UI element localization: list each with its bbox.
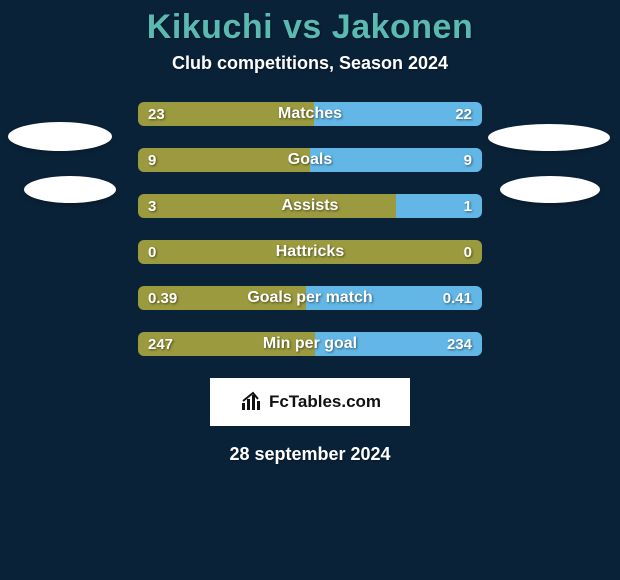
- page-title: Kikuchi vs Jakonen: [147, 8, 473, 47]
- stat-row: 2322Matches: [0, 102, 620, 126]
- date-text: 28 september 2024: [229, 444, 390, 465]
- stat-bar: 99Goals: [138, 148, 482, 172]
- logo-box: FcTables.com: [210, 378, 410, 426]
- stat-row: 31Assists: [0, 194, 620, 218]
- stat-bar-left: [138, 240, 482, 264]
- stat-row: 99Goals: [0, 148, 620, 172]
- stat-bar-left: [138, 332, 315, 356]
- stat-row: 00Hattricks: [0, 240, 620, 264]
- stat-bar-right: [396, 194, 482, 218]
- avatar-placeholder: [488, 124, 610, 151]
- stat-bar: 247234Min per goal: [138, 332, 482, 356]
- avatar-placeholder: [8, 122, 112, 151]
- logo-text: FcTables.com: [269, 392, 381, 412]
- subtitle: Club competitions, Season 2024: [172, 53, 448, 74]
- stat-bar-right: [315, 332, 482, 356]
- stat-bar: 00Hattricks: [138, 240, 482, 264]
- stat-bar-left: [138, 194, 396, 218]
- stat-bar-right: [314, 102, 482, 126]
- stat-row: 247234Min per goal: [0, 332, 620, 356]
- stat-bar-right: [306, 286, 482, 310]
- comparison-card: Kikuchi vs Jakonen Club competitions, Se…: [0, 0, 620, 580]
- stat-bar: 2322Matches: [138, 102, 482, 126]
- fctables-icon: [239, 390, 263, 414]
- stat-bar: 31Assists: [138, 194, 482, 218]
- stat-bar-left: [138, 286, 306, 310]
- stat-bar-right: [310, 148, 482, 172]
- stat-bar-left: [138, 102, 314, 126]
- stat-bar: 0.390.41Goals per match: [138, 286, 482, 310]
- stat-row: 0.390.41Goals per match: [0, 286, 620, 310]
- stat-bar-left: [138, 148, 310, 172]
